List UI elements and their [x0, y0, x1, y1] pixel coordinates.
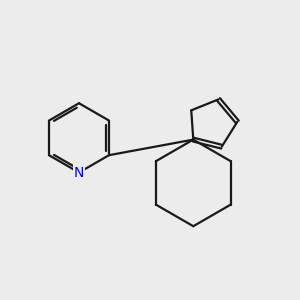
Text: N: N [74, 166, 84, 179]
